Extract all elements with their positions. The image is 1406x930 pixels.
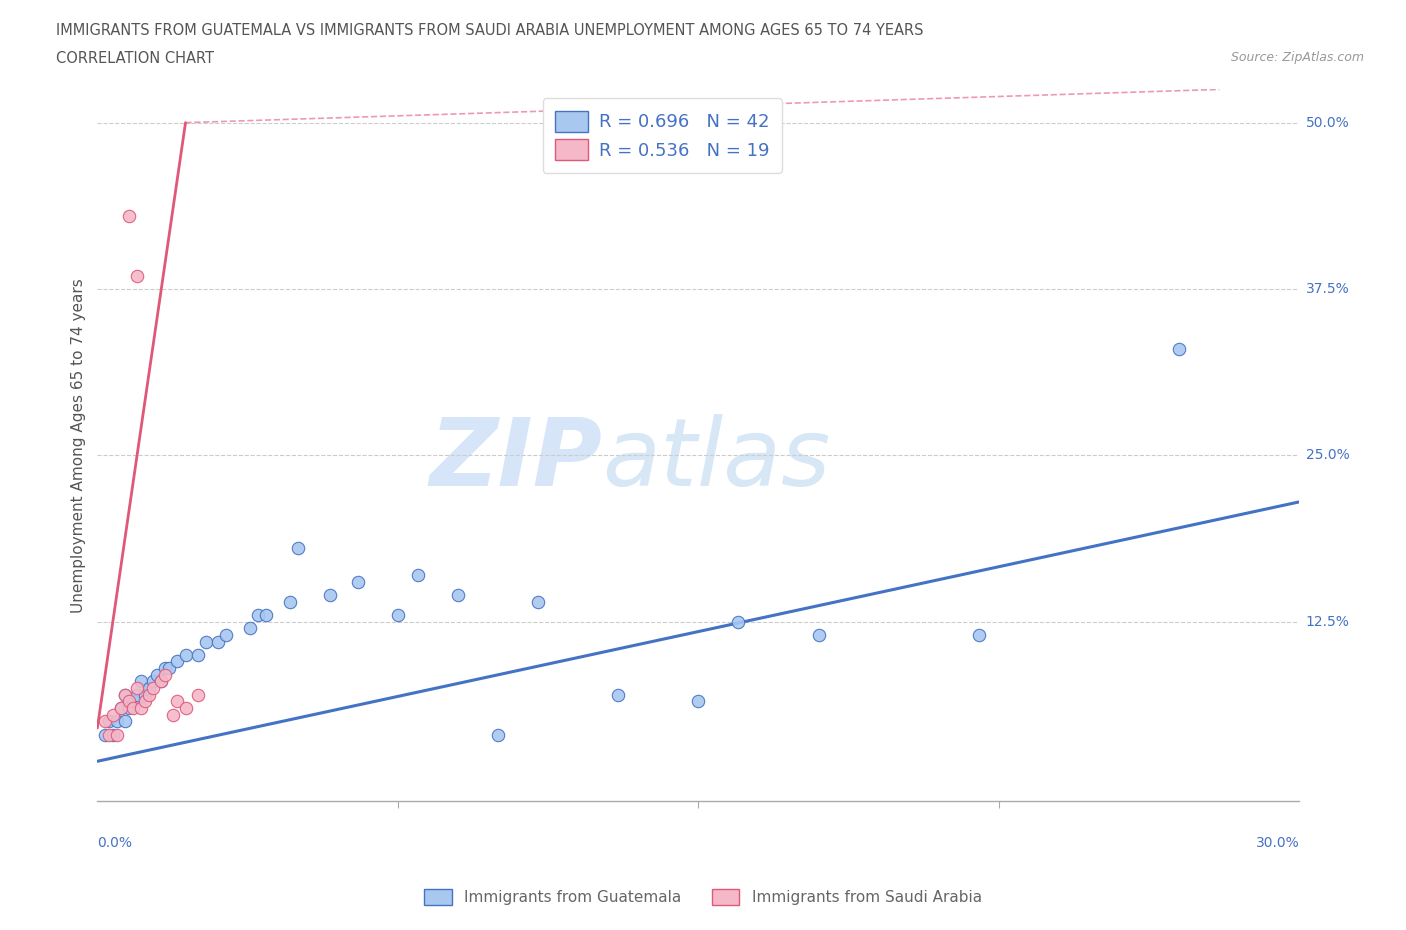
Point bbox=[807, 628, 830, 643]
Text: 30.0%: 30.0% bbox=[1256, 836, 1299, 850]
Point bbox=[122, 700, 145, 715]
Point bbox=[114, 687, 136, 702]
Point bbox=[447, 588, 470, 603]
Point bbox=[174, 647, 197, 662]
Point bbox=[159, 660, 181, 675]
Point bbox=[150, 674, 173, 689]
Legend: R = 0.696   N = 42, R = 0.536   N = 19: R = 0.696 N = 42, R = 0.536 N = 19 bbox=[543, 99, 782, 173]
Point bbox=[239, 621, 262, 636]
Point bbox=[155, 668, 177, 683]
Point bbox=[387, 607, 409, 622]
Text: Source: ZipAtlas.com: Source: ZipAtlas.com bbox=[1230, 51, 1364, 64]
Point bbox=[127, 681, 149, 696]
Point bbox=[118, 700, 141, 715]
Text: IMMIGRANTS FROM GUATEMALA VS IMMIGRANTS FROM SAUDI ARABIA UNEMPLOYMENT AMONG AGE: IMMIGRANTS FROM GUATEMALA VS IMMIGRANTS … bbox=[56, 23, 924, 38]
Point bbox=[246, 607, 269, 622]
Point bbox=[406, 567, 429, 582]
Point bbox=[134, 687, 156, 702]
Point bbox=[688, 694, 710, 709]
Point bbox=[138, 687, 160, 702]
Point bbox=[287, 541, 309, 556]
Legend: Immigrants from Guatemala, Immigrants from Saudi Arabia: Immigrants from Guatemala, Immigrants fr… bbox=[416, 882, 990, 913]
Text: 25.0%: 25.0% bbox=[1306, 448, 1350, 462]
Point bbox=[142, 674, 165, 689]
Point bbox=[94, 727, 117, 742]
Text: ZIP: ZIP bbox=[429, 414, 602, 506]
Point bbox=[94, 714, 117, 729]
Point bbox=[138, 681, 160, 696]
Point bbox=[114, 714, 136, 729]
Point bbox=[166, 694, 188, 709]
Text: 0.0%: 0.0% bbox=[97, 836, 132, 850]
Point bbox=[122, 694, 145, 709]
Point bbox=[194, 634, 217, 649]
Text: CORRELATION CHART: CORRELATION CHART bbox=[56, 51, 214, 66]
Point bbox=[118, 208, 141, 223]
Point bbox=[103, 727, 125, 742]
Point bbox=[110, 700, 132, 715]
Point bbox=[278, 594, 301, 609]
Point bbox=[146, 668, 169, 683]
Point bbox=[98, 714, 121, 729]
Text: atlas: atlas bbox=[602, 414, 831, 505]
Point bbox=[186, 687, 208, 702]
Point bbox=[1168, 341, 1191, 356]
Point bbox=[105, 727, 128, 742]
Point bbox=[105, 714, 128, 729]
Point bbox=[727, 614, 749, 629]
Point bbox=[127, 268, 149, 283]
Point bbox=[103, 707, 125, 722]
Text: 12.5%: 12.5% bbox=[1306, 615, 1350, 629]
Point bbox=[131, 674, 153, 689]
Point bbox=[527, 594, 550, 609]
Point bbox=[155, 660, 177, 675]
Point bbox=[127, 687, 149, 702]
Point bbox=[254, 607, 277, 622]
Point bbox=[207, 634, 229, 649]
Point bbox=[967, 628, 990, 643]
Point bbox=[214, 628, 236, 643]
Text: 37.5%: 37.5% bbox=[1306, 282, 1350, 296]
Point bbox=[486, 727, 509, 742]
Point bbox=[319, 588, 342, 603]
Point bbox=[607, 687, 630, 702]
Point bbox=[98, 727, 121, 742]
Point bbox=[142, 681, 165, 696]
Point bbox=[150, 674, 173, 689]
Point bbox=[186, 647, 208, 662]
Point bbox=[162, 707, 184, 722]
Point bbox=[174, 700, 197, 715]
Point bbox=[110, 700, 132, 715]
Point bbox=[131, 700, 153, 715]
Point bbox=[346, 574, 368, 589]
Point bbox=[114, 687, 136, 702]
Y-axis label: Unemployment Among Ages 65 to 74 years: Unemployment Among Ages 65 to 74 years bbox=[72, 278, 86, 613]
Point bbox=[134, 694, 156, 709]
Text: 50.0%: 50.0% bbox=[1306, 115, 1350, 129]
Point bbox=[166, 654, 188, 669]
Point bbox=[118, 694, 141, 709]
